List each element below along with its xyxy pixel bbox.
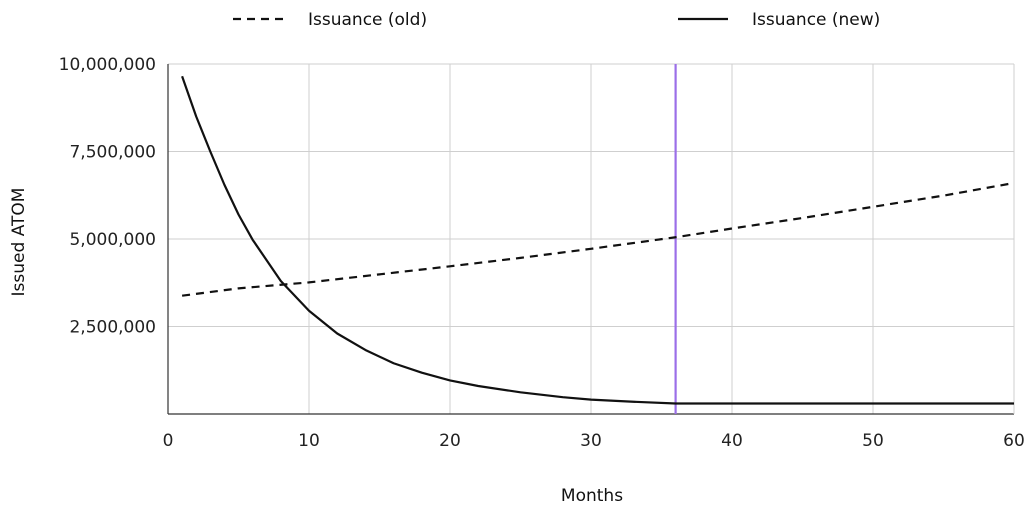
x-tick-label: 20 bbox=[439, 431, 461, 451]
x-tick-label: 0 bbox=[163, 431, 174, 451]
x-tick-label: 40 bbox=[721, 431, 743, 451]
y-tick-label: 10,000,000 bbox=[59, 55, 156, 75]
legend-label-new: Issuance (new) bbox=[752, 10, 880, 30]
series-group bbox=[181, 75, 1015, 405]
x-tick-label: 30 bbox=[580, 431, 602, 451]
y-tick-label: 2,500,000 bbox=[69, 318, 156, 338]
series-line-old bbox=[181, 181, 1015, 297]
plot-axes bbox=[167, 64, 1015, 415]
y-tick-label: 5,000,000 bbox=[69, 230, 156, 250]
x-tick-label: 50 bbox=[862, 431, 884, 451]
series-line-new bbox=[181, 75, 1014, 405]
y-axis-title: Issued ATOM bbox=[9, 188, 29, 297]
x-tick-label: 10 bbox=[298, 431, 320, 451]
y-axis-ticks: 2,500,000 5,000,000 7,500,000 10,000,000 bbox=[59, 55, 156, 338]
y-tick-label: 7,500,000 bbox=[69, 143, 156, 163]
grid bbox=[168, 63, 1015, 414]
x-axis-title: Months bbox=[561, 486, 623, 506]
legend: Issuance (old) Issuance (new) bbox=[233, 10, 880, 30]
x-tick-label: 60 bbox=[1003, 431, 1025, 451]
x-axis-ticks: 0 10 20 30 40 50 60 bbox=[163, 431, 1025, 451]
legend-label-old: Issuance (old) bbox=[308, 10, 427, 30]
